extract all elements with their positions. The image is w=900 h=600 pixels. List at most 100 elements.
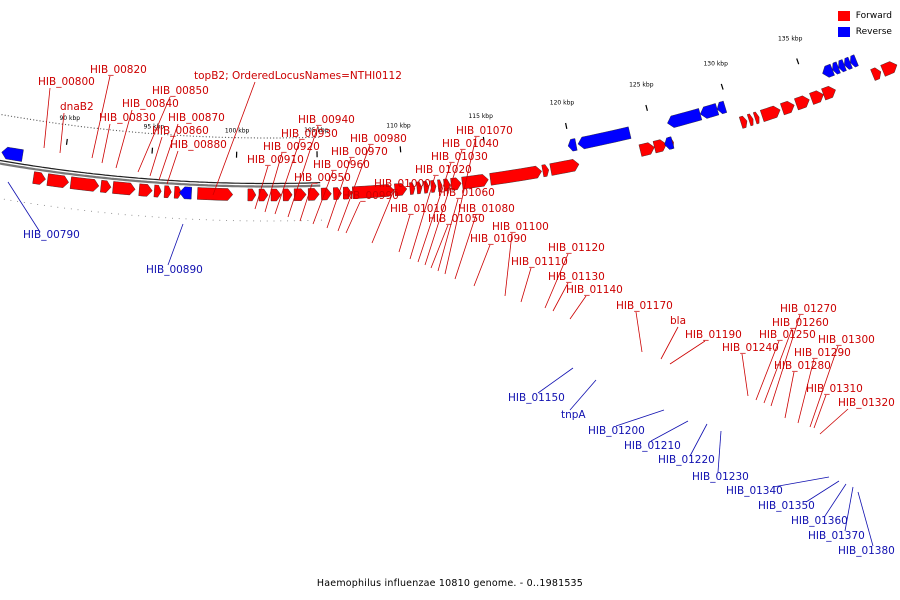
reverse-gene-arrow: [179, 186, 193, 200]
minor-tick-dot: [250, 137, 252, 139]
forward-gene-arrow: [489, 165, 542, 186]
reverse-gene-label: HIB_01350: [758, 500, 815, 512]
forward-gene-arrow: [549, 159, 580, 176]
forward-gene-label: HIB_00910: [247, 154, 304, 166]
leader-line: [345, 201, 361, 234]
forward-gene-arrow: [247, 188, 257, 202]
reverse-gene-label: HIB_01380: [838, 545, 895, 557]
reverse-gene-arrow: [577, 126, 632, 150]
legend-item-reverse: Reverse: [837, 24, 892, 40]
outer-tick-dot: [91, 210, 92, 212]
minor-tick-dot: [10, 115, 13, 117]
forward-gene-arrow: [752, 111, 760, 125]
minor-tick-dot: [164, 133, 166, 136]
minor-tick-dot: [183, 135, 185, 137]
minor-tick-dot: [100, 128, 102, 130]
reverse-gene-arrow: [664, 136, 675, 150]
outer-tick-dot: [185, 218, 187, 220]
leader-line: [755, 340, 780, 401]
forward-gene-arrow: [880, 61, 898, 77]
outer-tick-dot: [287, 220, 289, 222]
forward-swatch: [837, 11, 850, 21]
outer-tick-dot: [50, 205, 52, 207]
forward-gene-label: HIB_00840: [122, 98, 179, 110]
forward-gene-label: HIB_00960: [313, 159, 370, 171]
forward-gene-arrow: [342, 186, 352, 200]
outer-tick-dot: [111, 212, 113, 214]
forward-gene-label: HIB_01320: [838, 397, 895, 409]
minor-tick-dot: [14, 116, 16, 118]
minor-tick-dot: [263, 137, 265, 139]
outer-tick-dot: [232, 220, 234, 222]
minor-tick-dot: [68, 124, 70, 126]
forward-gene-arrow: [293, 188, 307, 202]
minor-tick-dot: [49, 121, 51, 123]
leader-line: [299, 183, 313, 222]
outer-tick-dot: [300, 220, 302, 222]
minor-tick-dot: [4, 114, 6, 116]
leader-line: [424, 149, 463, 266]
forward-gene-label: topB2; OrderedLocusNames=NTHI0112: [194, 70, 402, 82]
leader-line: [552, 282, 569, 312]
leader-line: [569, 295, 587, 320]
outer-tick-dot: [178, 218, 180, 220]
forward-gene-label: HIB_01000: [374, 178, 431, 190]
minor-tick-dot: [273, 137, 275, 139]
forward-gene-arrow: [746, 113, 754, 127]
forward-gene-label: HIB_01110: [511, 256, 568, 268]
outer-tick-dot: [158, 216, 160, 218]
minor-tick-dot: [231, 137, 233, 139]
minor-tick-dot: [221, 136, 223, 138]
outer-tick-dot: [138, 215, 140, 217]
leader-line: [809, 345, 839, 428]
minor-tick-dot: [42, 120, 44, 122]
leader-line: [544, 253, 569, 309]
strand-legend: Forward Reverse: [837, 8, 892, 40]
leader-line: [473, 244, 491, 287]
genome-caption: Haemophilus influenzae 10810 genome. - 0…: [316, 578, 584, 589]
forward-gene-arrow: [282, 188, 293, 202]
outer-tick-dot: [117, 213, 119, 215]
leader-line: [158, 123, 179, 181]
major-tick-mark: [482, 136, 485, 143]
gene-layer: [1, 54, 898, 202]
outer-tick-dot: [10, 199, 12, 201]
leader-line: [115, 109, 133, 169]
leader-line: [813, 394, 827, 429]
tick-label: 130 kbp: [703, 61, 728, 68]
forward-gene-arrow: [46, 173, 69, 188]
leader-line: [520, 267, 532, 303]
outer-tick-dot: [199, 219, 200, 220]
forward-gene-arrow: [541, 164, 550, 178]
minor-tick-dot: [39, 120, 41, 122]
minor-tick-dot: [26, 118, 28, 120]
minor-tick-dot: [314, 136, 317, 138]
forward-gene-label: HIB_00860: [152, 125, 209, 137]
gene-label-layer: HIB_00800 dnaB2 HIB_00820 HIB_00830 HIB_0084…: [23, 64, 895, 557]
minor-tick-dot: [276, 137, 278, 139]
leader-line: [660, 326, 679, 360]
leader-line: [371, 189, 395, 244]
forward-gene-label: HIB_00950: [294, 172, 351, 184]
minor-tick-dot: [192, 135, 194, 137]
reverse-gene-label: HIB_01230: [692, 471, 749, 483]
major-tick-mark: [65, 138, 68, 145]
major-tick-mark: [399, 146, 402, 153]
minor-tick-dot: [234, 137, 236, 139]
forward-gene-label: HIB_01300: [818, 334, 875, 346]
minor-tick-dot: [33, 119, 35, 121]
minor-tick-dot: [128, 131, 130, 133]
leader-line: [398, 214, 411, 253]
forward-gene-label: bla: [670, 315, 686, 327]
leader-line: [741, 353, 749, 397]
reverse-gene-label: HIB_01200: [588, 425, 645, 437]
minor-tick-dot: [196, 135, 198, 137]
minor-tick-dot: [58, 123, 60, 125]
minor-tick-dot: [147, 132, 150, 134]
reverse-gene-label: HIB_01150: [508, 392, 565, 404]
forward-gene-label: HIB_01080: [458, 203, 515, 215]
minor-tick-dot: [289, 137, 291, 139]
leader-line-layer: [7, 75, 874, 547]
minor-tick-dot: [244, 137, 246, 139]
